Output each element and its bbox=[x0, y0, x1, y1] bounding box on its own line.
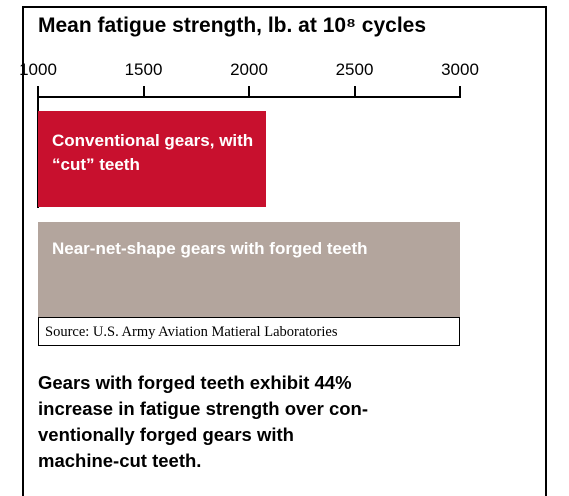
note-line: increase in fatigue strength over con- bbox=[38, 398, 368, 419]
note-line: Gears with forged teeth exhibit 44% bbox=[38, 372, 352, 393]
frame bbox=[22, 6, 547, 496]
x-tick-label: 2500 bbox=[335, 60, 374, 79]
x-tick-label: 1000 bbox=[19, 60, 57, 79]
tick-mark bbox=[459, 86, 461, 97]
bar: Near-net-shape gears with forged teeth bbox=[38, 222, 460, 317]
bar: Conventional gears, with “cut” teeth bbox=[38, 111, 266, 207]
tick-mark bbox=[353, 86, 356, 97]
x-tick-label: 1500 bbox=[124, 60, 163, 79]
x-axis-line bbox=[38, 96, 461, 98]
chart-title: Mean fatigue strength, lb. at 10⁸ cycles bbox=[38, 14, 427, 37]
source: Source: U.S. Army Aviation Matieral Labo… bbox=[38, 317, 460, 346]
tick-mark bbox=[142, 86, 145, 97]
tick-mark bbox=[37, 86, 39, 97]
note-line: ventionally forged gears with bbox=[38, 424, 294, 445]
x-tick-label: 3000 bbox=[441, 60, 479, 79]
note: Gears with forged teeth exhibit 44% incre… bbox=[38, 370, 368, 474]
note-line: machine-cut teeth. bbox=[38, 450, 202, 471]
category-label: Conventional gears, with “cut” teeth bbox=[52, 131, 254, 174]
x-tick-label: 2000 bbox=[230, 60, 268, 79]
tick-mark bbox=[248, 86, 250, 97]
category-label: Near-net-shape gears with forged teeth bbox=[52, 239, 368, 258]
